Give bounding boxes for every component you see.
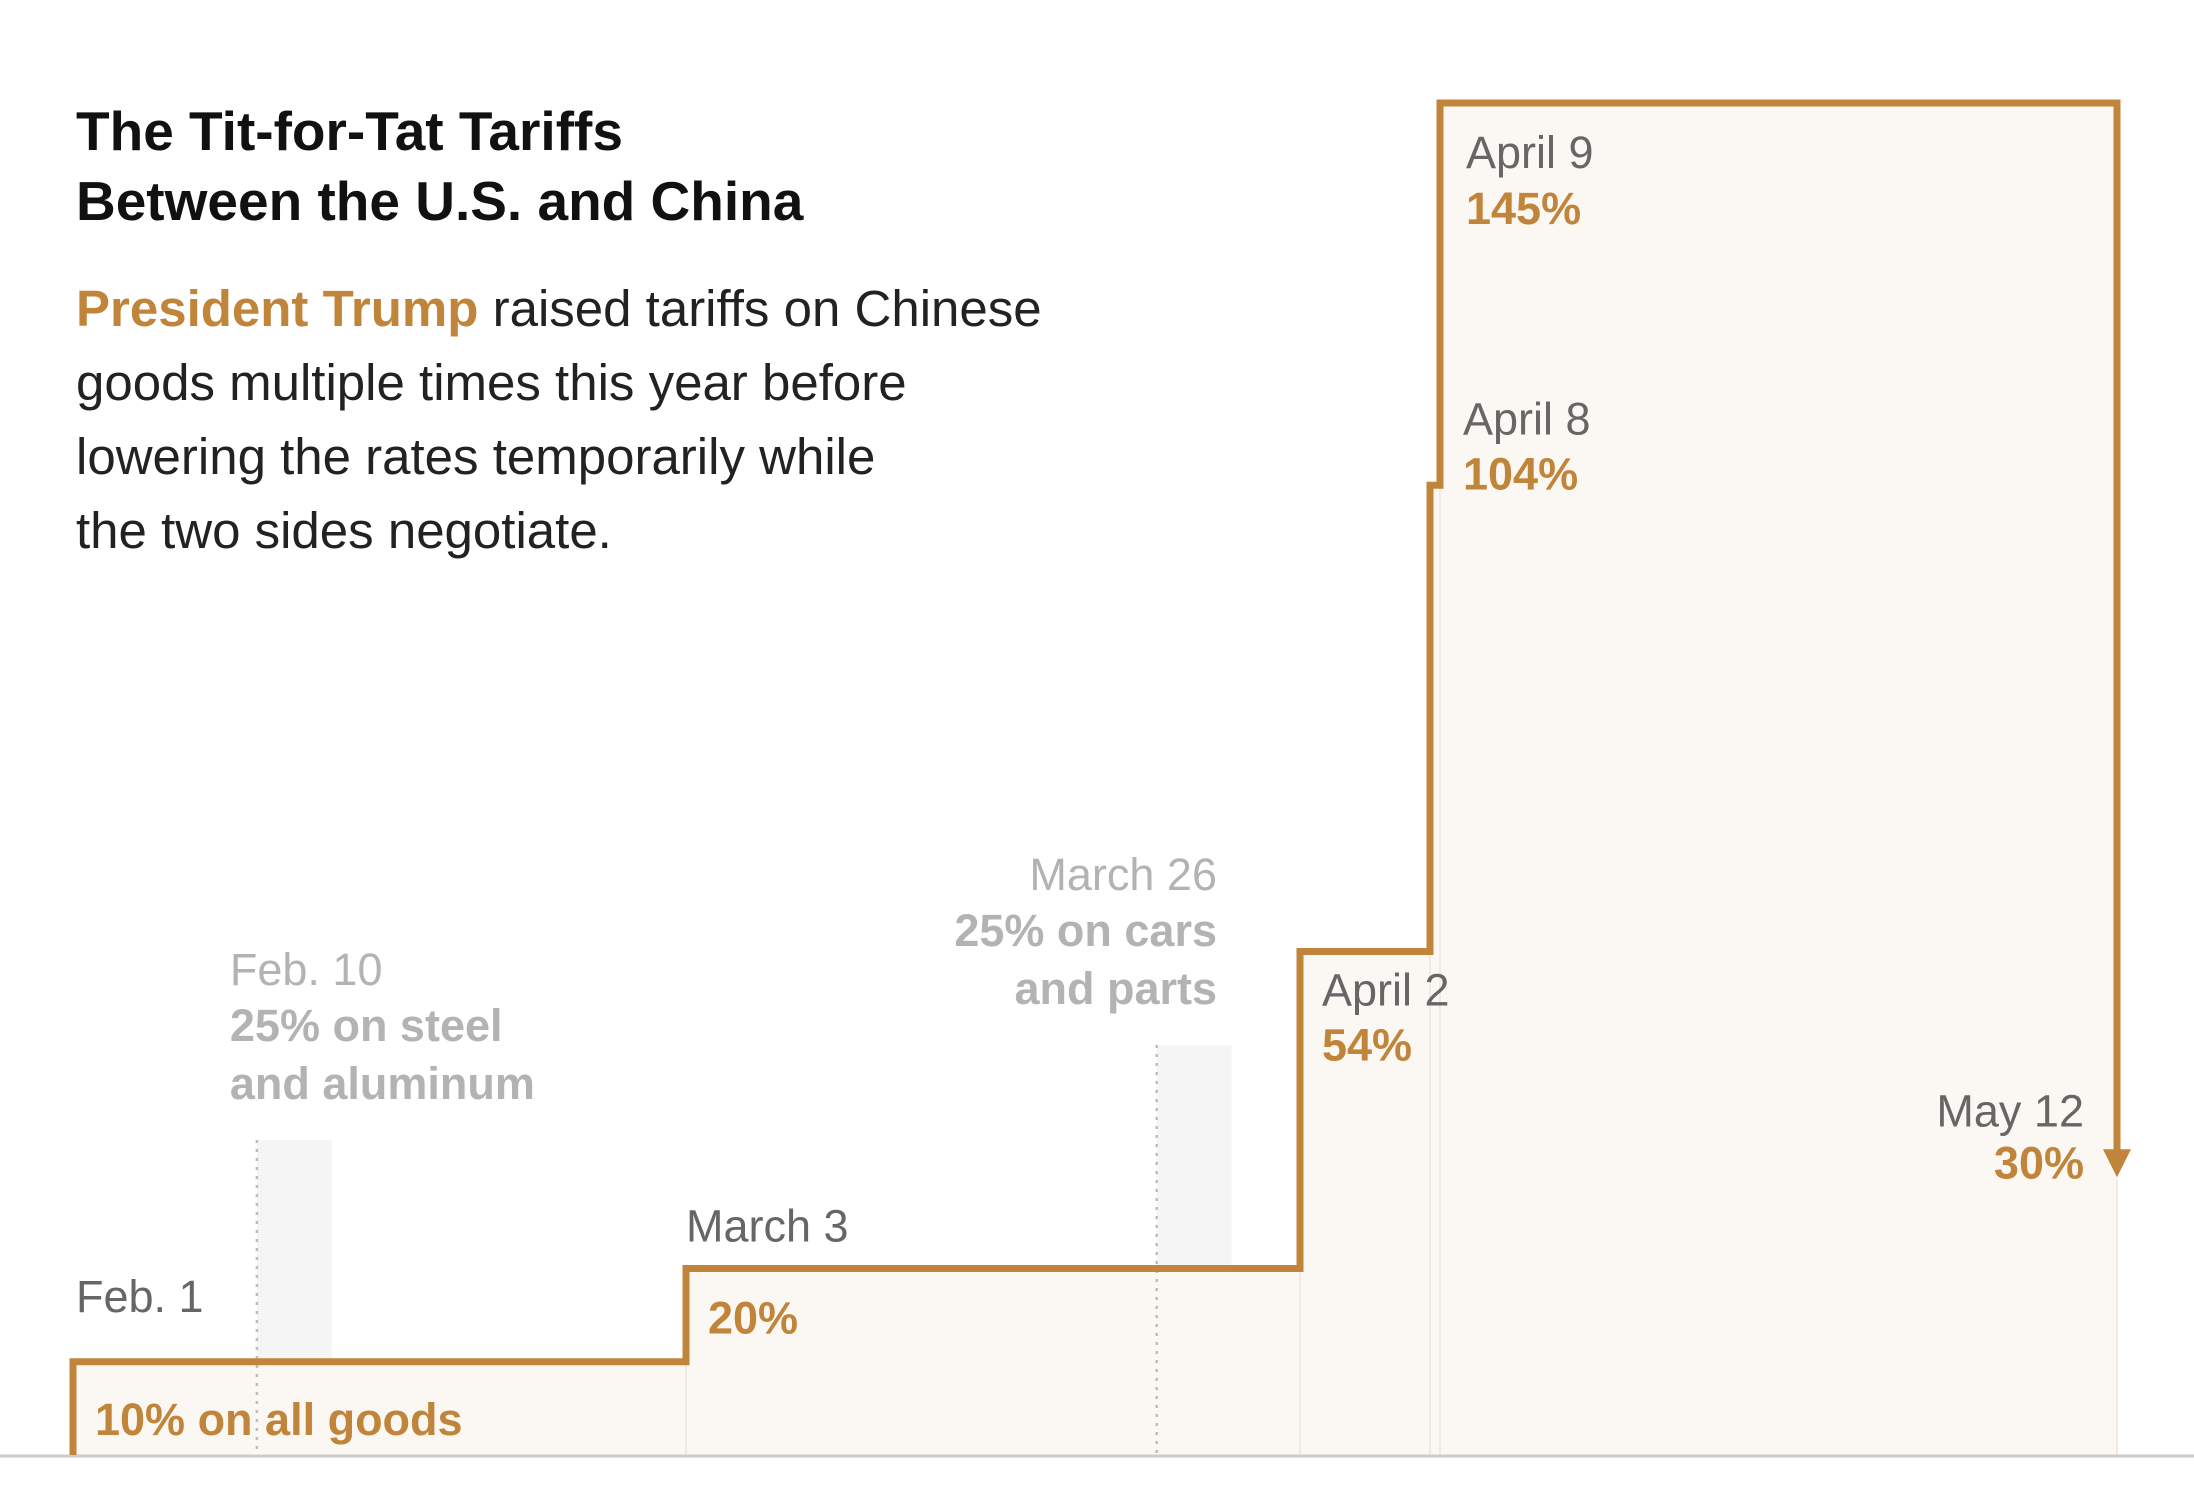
chart-subtitle: President Trump raised tariffs on Chines… bbox=[76, 272, 1156, 568]
subtitle-line-1-text: raised tariffs on Chinese bbox=[478, 280, 1042, 337]
step-value-label-6: 30% bbox=[1994, 1137, 2084, 1188]
step-date-label-3: April 2 bbox=[1322, 964, 1450, 1015]
side-event-date-2: March 26 bbox=[1029, 849, 1217, 900]
step-value-label-1: 10% on all goods bbox=[95, 1394, 463, 1445]
title-line-2: Between the U.S. and China bbox=[76, 170, 804, 232]
step-date-label-1: Feb. 1 bbox=[76, 1271, 204, 1322]
side-event-line-1-2: and aluminum bbox=[230, 1058, 535, 1109]
tariff-step-line bbox=[69, 99, 2121, 1455]
may-12-arrowhead bbox=[2103, 1149, 2131, 1178]
subtitle-line-1: President Trump raised tariffs on Chines… bbox=[76, 272, 1156, 346]
side-event-line-2-1: 25% on cars bbox=[954, 905, 1217, 956]
side-event-date-1: Feb. 10 bbox=[230, 944, 383, 995]
side-event-line-1-1: 25% on steel bbox=[230, 1000, 503, 1051]
subtitle-line-3: lowering the rates temporarily while bbox=[76, 428, 876, 485]
step-date-label-5: April 9 bbox=[1466, 127, 1594, 178]
step-value-label-3: 54% bbox=[1322, 1019, 1412, 1070]
step-value-label-5: 145% bbox=[1466, 183, 1581, 234]
side-event-shade-2 bbox=[1156, 1045, 1232, 1266]
side-event-line-2-2: and parts bbox=[1014, 963, 1217, 1014]
step-value-label-2: 20% bbox=[708, 1293, 798, 1344]
tariff-area-fill bbox=[73, 103, 2117, 1455]
subtitle-highlight: President Trump bbox=[76, 280, 479, 337]
step-date-label-4: April 8 bbox=[1463, 393, 1591, 444]
subtitle-line-4: the two sides negotiate. bbox=[76, 502, 612, 559]
side-event-shade-1 bbox=[256, 1140, 332, 1359]
step-date-label-6: May 12 bbox=[1936, 1085, 2084, 1136]
title-line-1: The Tit-for-Tat Tariffs bbox=[76, 100, 623, 162]
step-date-label-2: March 3 bbox=[686, 1201, 849, 1252]
step-value-label-4: 104% bbox=[1463, 448, 1578, 499]
subtitle-line-2: goods multiple times this year before bbox=[76, 354, 907, 411]
chart-title: The Tit-for-Tat Tariffs Between the U.S.… bbox=[76, 96, 976, 236]
